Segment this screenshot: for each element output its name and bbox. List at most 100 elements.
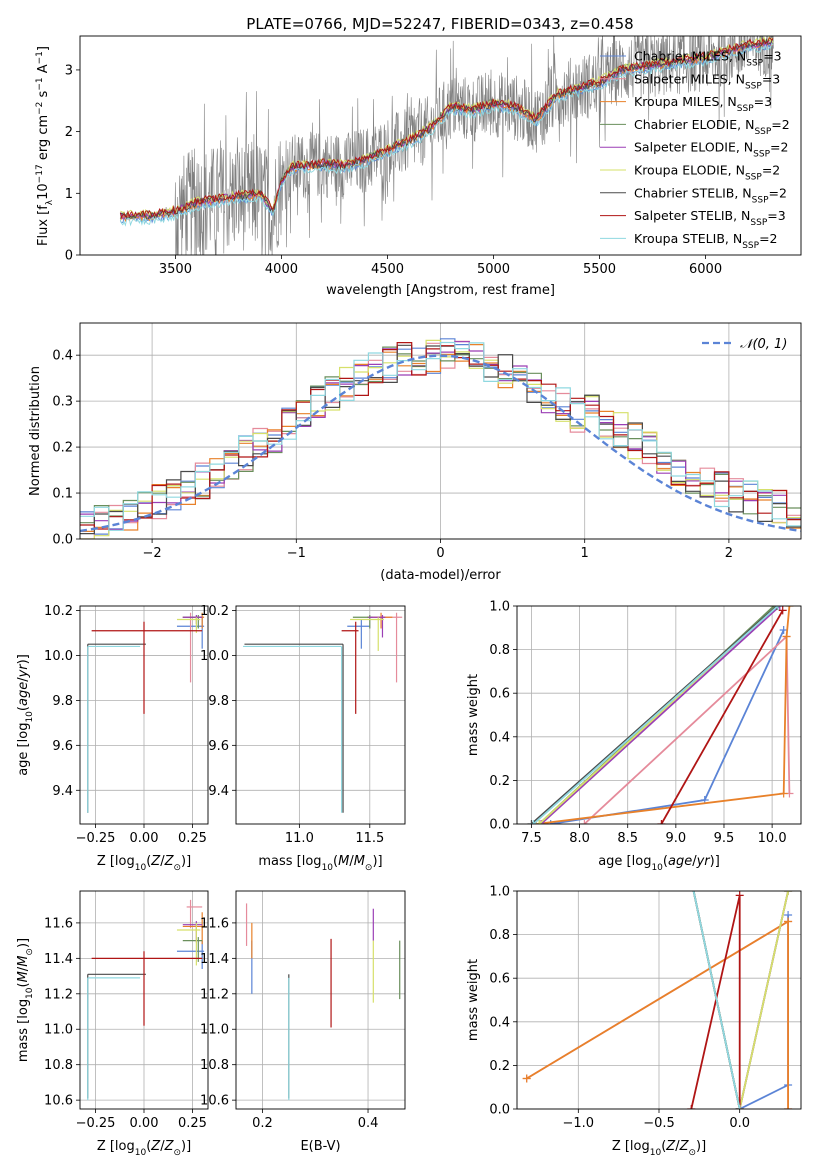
x-tick-label: 0.25 [178,831,207,846]
x-tick-label: 9.5 [714,831,735,846]
axes-frame [516,605,802,825]
x-tick-label: 3500 [159,262,192,277]
y-tick-label: 11.0 [200,1023,229,1038]
y-tick-label: 3 [65,63,73,78]
y-tick-label: 0.4 [489,730,510,745]
y-axis-label: mass weight [466,959,481,1041]
axes-mass_vs_ebv: 0.2 0.4 10.6 10.8 11.0 11.2 11.4 11.6 E(B-V) [200,890,406,1154]
y-axis-label: Flux [fλ10−17 erg cm−2 s−1 A−1] [35,46,55,246]
y-tick-label: 0.0 [489,818,510,833]
x-tick-label: −0.5 [643,1116,675,1131]
x-tick-label: 4500 [371,262,404,277]
y-tick-label: 10.2 [44,604,73,619]
cumulative-marker-kroupa_stelib [687,876,695,884]
axes-frame [235,890,406,1110]
histogram-kroupa_miles [80,344,801,532]
cumulative-line-salpeter_elodie [540,606,781,824]
y-tick-label: 0.6 [489,687,510,702]
x-tick-label: 0.0 [729,1116,750,1131]
x-axis-label: age [log10(age/yr)] [598,854,720,873]
x-axis-label: E(B-V) [300,1139,340,1154]
axes-cumweight_vs_Z: −1.0 −0.5 0.0 0.0 0.2 0.4 0.6 0.8 1.0 Z [log10(Z/… [466,876,802,1158]
cumulative-line-chabrier_miles [550,629,785,824]
cumulative-marker-kroupa_elodie [784,891,793,895]
plot-area-mass_vs_Z [87,899,205,1101]
y-tick-label: 0.8 [489,928,510,943]
legend-label-kroupa_stelib: Kroupa STELIB, NSSP=2 [634,231,778,251]
axes-cumweight_vs_age: 7.5 8.0 8.5 9.0 9.5 10.0 0.0 0.2 0.4 0.6 0.8 1.0 age… [466,600,802,873]
observed-spectrum [120,36,774,255]
y-tick-label: 0 [65,249,73,264]
x-tick-label: 11.5 [355,831,384,846]
x-tick-label: 1 [581,546,589,561]
y-tick-label: 10.6 [200,1094,229,1109]
axes-age_vs_Z: −0.25 0.00 0.25 9.4 9.6 9.8 10.0 10.2 Z [log10(Z… [16,604,209,873]
y-tick-label: 11.4 [44,952,73,967]
y-tick-label: 0.3 [52,395,73,410]
legend-label-chabrier_elodie: Chabrier ELODIE, NSSP=2 [634,117,790,137]
y-tick-label: 0.2 [489,774,510,789]
cumulative-marker-salpeter_stelib [735,891,744,900]
axes-frame [235,605,406,825]
y-tick-label: 9.4 [208,784,229,799]
y-tick-label: 0.4 [489,1015,510,1030]
y-tick-label: 0.0 [489,1103,510,1118]
y-axis-label: mass [log10(M/M⊙)] [16,938,35,1062]
x-tick-label: 11.0 [285,831,314,846]
histogram-kroupa_stelib [80,341,801,531]
y-tick-label: 1.0 [489,600,510,615]
cumulative-marker-kroupa_miles [522,1074,531,1083]
cumulative-marker-kroupa_stelib [773,606,782,610]
cumulative-marker-kroupa_elodie [687,876,695,884]
x-tick-label: 8.0 [569,831,590,846]
y-axis-label: Normed distribution [28,366,43,496]
x-tick-label: 5000 [477,262,510,277]
cumulative-line-kroupa_stelib [692,891,741,1109]
x-axis-label: Z [log10(Z/Z⊙)] [97,1139,191,1158]
cumulative-marker-kroupa_miles [779,789,788,798]
legend-label-chabrier_stelib: Chabrier STELIB, NSSP=2 [634,185,787,205]
y-tick-label: 10.0 [44,649,73,664]
cumulative-marker-salpeter_elodie [775,606,784,610]
axes-mass_vs_Z: −0.25 0.00 0.25 10.6 10.8 11.0 11.2 11.4 11.6 Z [… [16,890,209,1158]
y-tick-label: 11.0 [44,1023,73,1038]
x-tick-label: 0.2 [252,1116,273,1131]
y-tick-label: 0.4 [52,349,73,364]
y-tick-label: 2 [65,125,73,140]
x-tick-label: 0.4 [358,1116,379,1131]
cumulative-marker-kroupa_stelib [735,1105,744,1109]
axes-frame [79,35,802,256]
plot-area-spectrum [119,36,774,255]
x-tick-label: −0.25 [76,831,116,846]
x-tick-label: 2 [725,546,733,561]
legend-label-salpeter_miles: Salpeter MILES, NSSP=3 [634,71,780,91]
cumulative-marker-salpeter_stelib [778,606,787,615]
cumulative-marker-kroupa_miles [784,917,793,926]
cumulative-line-kroupa_stelib [532,606,779,824]
x-tick-label: 8.5 [617,831,638,846]
x-axis-label: Z [log10(Z/Z⊙)] [97,854,191,873]
cumulative-marker-salpeter_miles [580,820,589,824]
cumulative-line-kroupa_miles [526,919,789,1109]
y-tick-label: 0.1 [52,487,73,502]
axes-residuals: −2 −1 0 1 2 0.0 0.1 0.2 0.3 0.4 𝒩(0, 1) (data-model… [28,322,802,583]
normal-curve [80,354,801,533]
legend-label-salpeter_stelib: Salpeter STELIB, NSSP=3 [634,208,786,228]
y-tick-label: 9.6 [52,739,73,754]
x-tick-label: 0.00 [130,831,159,846]
plot-area-age_vs_Z [87,612,205,813]
y-tick-label: 10.6 [44,1094,73,1109]
cumulative-marker-kroupa_stelib [529,820,538,824]
x-axis-label: Z [log10(Z/Z⊙)] [612,1139,706,1158]
y-tick-label: 1.0 [489,885,510,900]
x-tick-label: 7.5 [521,831,542,846]
y-tick-label: 9.6 [208,739,229,754]
y-tick-label: 11.4 [200,952,229,967]
y-tick-label: 1 [65,187,73,202]
cumulative-marker-kroupa_miles [782,632,791,641]
x-tick-label: 0.00 [130,1116,159,1131]
cumulative-line-kroupa_miles [536,606,791,824]
y-tick-label: 9.8 [52,694,73,709]
y-tick-label: 11.6 [44,916,73,931]
